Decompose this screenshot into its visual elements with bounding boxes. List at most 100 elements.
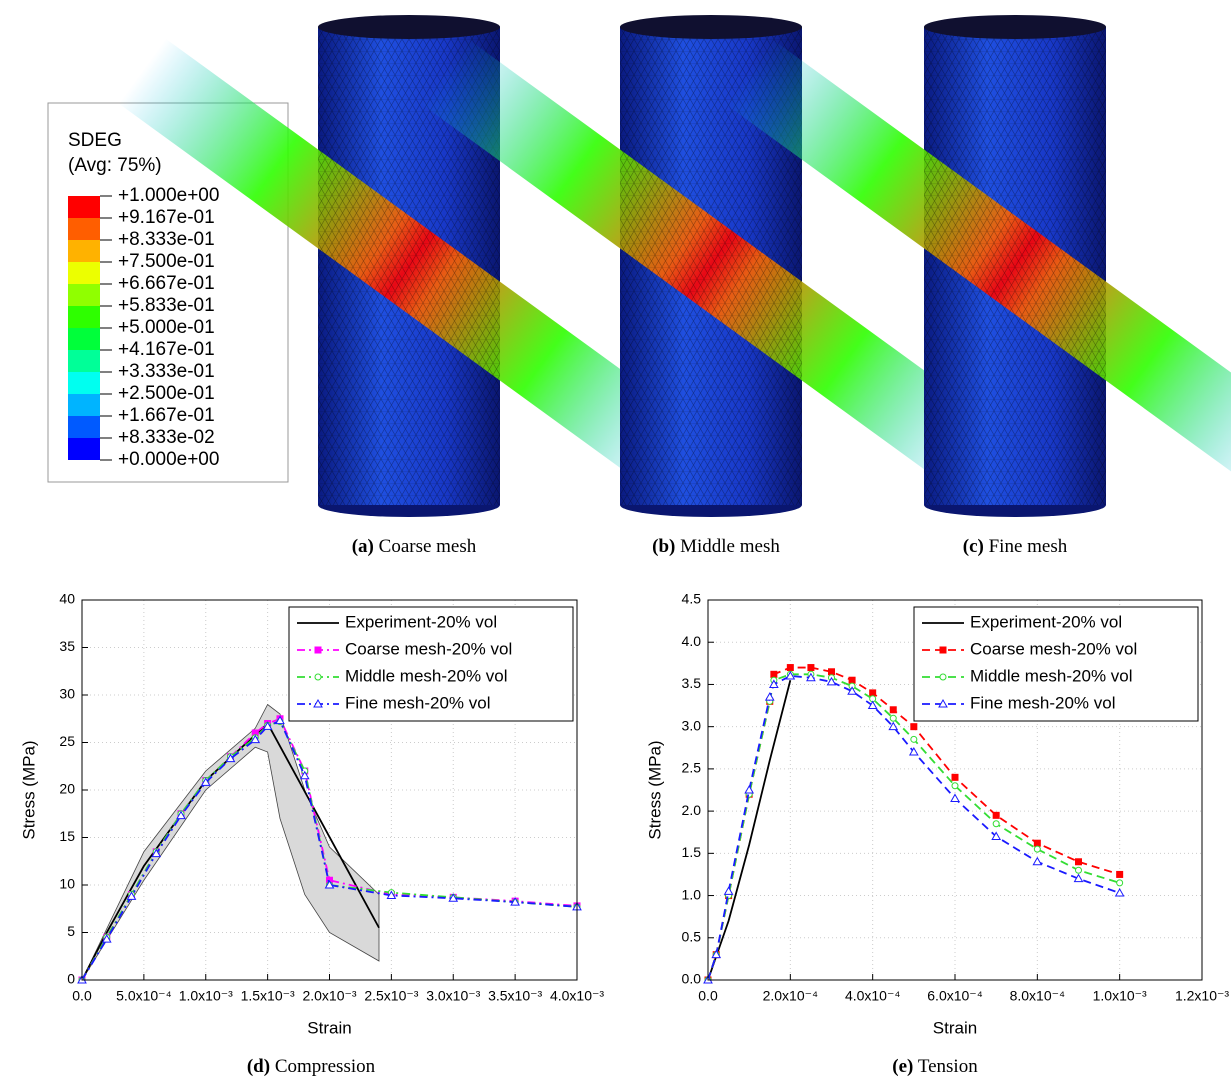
legend-label: Coarse mesh-20% vol (345, 639, 512, 658)
marker (770, 670, 778, 678)
x-tick-label: 1.0x10⁻³ (1093, 988, 1147, 1004)
legend-swatch (68, 284, 100, 306)
series-line (81, 717, 578, 981)
y-tick-label: 35 (59, 638, 75, 654)
marker (951, 773, 959, 781)
x-tick-label: 2.0x10⁻⁴ (763, 988, 818, 1004)
y-tick-label: 10 (59, 876, 75, 892)
marker (250, 734, 261, 744)
marker (448, 893, 459, 902)
marker (1114, 888, 1125, 897)
marker (151, 848, 162, 858)
y-axis-title: Stress (MPa) (19, 740, 38, 839)
marker (1116, 870, 1124, 878)
legend-box (288, 606, 574, 722)
marker (510, 897, 520, 906)
marker (1073, 873, 1084, 883)
x-tick-label: 4.0x10⁻³ (550, 988, 604, 1004)
legend-label: Fine mesh-20% vol (345, 693, 491, 712)
legend-marker (314, 646, 322, 654)
legend-label: +9.167e-01 (118, 207, 215, 228)
marker (847, 686, 857, 695)
marker (869, 689, 877, 697)
legend-swatch (68, 438, 100, 460)
marker (828, 668, 835, 676)
marker (806, 672, 816, 682)
marker (910, 735, 918, 743)
x-axis-title: Strain (307, 1018, 351, 1037)
caption-text: Middle mesh (680, 536, 780, 557)
marker (951, 782, 959, 790)
marker (908, 746, 919, 756)
x-axis-title: Strain (933, 1018, 977, 1037)
series-line (81, 720, 578, 981)
legend-title: SDEG (68, 130, 122, 151)
caption-text: Coarse mesh (379, 536, 477, 557)
marker (867, 700, 878, 710)
marker (1032, 856, 1043, 866)
caption: (d) Compression (247, 1056, 376, 1077)
chart: 0.0 2.0x10⁻⁴ 4.0x10⁻⁴ 6.0x10⁻⁴ 8.0x10⁻⁴ 1.0x1… (645, 591, 1229, 1038)
legend-swatch (68, 394, 100, 416)
legend-swatch (68, 218, 100, 240)
legend-label: +8.333e-01 (118, 229, 215, 250)
legend-swatch (68, 372, 100, 394)
marker (101, 934, 112, 943)
legend-label: +1.667e-01 (118, 405, 215, 426)
marker (889, 714, 897, 722)
y-tick-label: 25 (59, 733, 75, 749)
marker (225, 753, 236, 763)
legend-swatch (68, 416, 100, 438)
y-tick-label: 1.5 (682, 844, 702, 860)
caption-label: (c) (963, 536, 984, 557)
y-tick-label: 1.0 (682, 886, 702, 902)
caption-label: (b) (652, 536, 675, 557)
marker (275, 715, 285, 725)
legend-label: Middle mesh-20% vol (345, 666, 508, 685)
y-tick-label: 3.5 (682, 675, 702, 691)
legend-swatch (68, 240, 100, 262)
y-axis-title: Stress (MPa) (645, 740, 664, 839)
legend-label: +5.833e-01 (118, 295, 215, 316)
marker (769, 679, 779, 688)
marker (711, 949, 722, 959)
legend-swatch (68, 196, 100, 218)
y-tick-label: 3.0 (682, 717, 702, 733)
x-tick-label: 6.0x10⁻⁴ (927, 988, 982, 1004)
caption-label: (a) (352, 536, 374, 557)
marker (848, 676, 856, 684)
y-tick-label: 30 (59, 686, 75, 702)
marker (1033, 839, 1041, 847)
marker (176, 810, 186, 820)
legend-swatch (68, 262, 100, 284)
marker (992, 820, 1000, 828)
marker (888, 721, 899, 731)
x-tick-label: 0.0 (72, 988, 92, 1004)
marker (910, 723, 918, 731)
legend-subtitle: (Avg: 75%) (68, 155, 162, 176)
marker (324, 879, 335, 889)
legend-box (913, 606, 1199, 722)
y-tick-label: 0.5 (682, 928, 702, 944)
x-tick-label: 0.0 (698, 988, 718, 1004)
legend-marker (939, 673, 947, 681)
legend-label: Experiment-20% vol (345, 612, 497, 631)
series-line (707, 675, 1120, 981)
caption-text: Tension (918, 1056, 978, 1077)
legend-label: +4.167e-01 (118, 339, 215, 360)
marker (1075, 858, 1082, 866)
y-tick-label: 2.5 (682, 760, 702, 776)
legend-label: +1.000e+00 (118, 185, 219, 206)
legend-marker (939, 646, 947, 654)
caption-label: (d) (247, 1056, 270, 1077)
legend-label: +7.500e-01 (118, 251, 215, 272)
marker (992, 811, 1000, 819)
series-line (707, 679, 792, 981)
marker (744, 784, 755, 794)
marker (764, 692, 775, 701)
marker (991, 831, 1002, 840)
y-tick-label: 5 (67, 923, 75, 939)
legend-marker (938, 698, 948, 708)
marker (723, 886, 734, 895)
